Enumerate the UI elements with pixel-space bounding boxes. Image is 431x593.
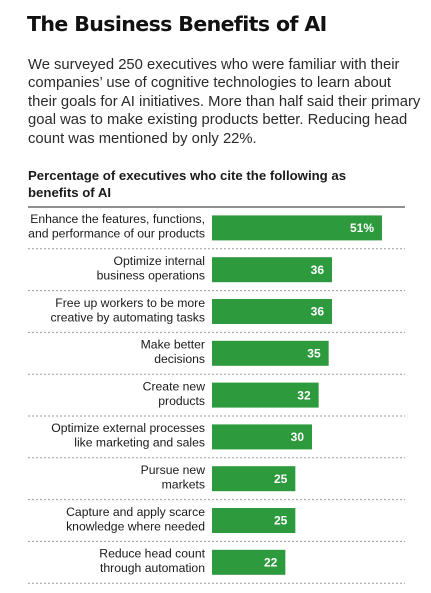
bar xyxy=(212,299,332,324)
value-label: 25 xyxy=(274,514,288,528)
chart-title: The Business Benefits of AI xyxy=(27,12,327,36)
value-label: 25 xyxy=(274,472,288,486)
category-label: and performance of our products xyxy=(28,227,205,241)
value-label: 22 xyxy=(264,556,278,570)
category-label: markets xyxy=(162,477,205,491)
category-label: products xyxy=(158,394,205,408)
value-label: 30 xyxy=(291,430,305,444)
category-label: Create new xyxy=(143,379,206,393)
bar xyxy=(212,549,286,575)
category-label: Optimize external processes xyxy=(51,421,205,435)
category-label: Make better xyxy=(141,338,205,352)
category-label: business operations xyxy=(97,268,205,282)
category-label: through automation xyxy=(100,561,205,575)
bar xyxy=(212,215,382,241)
category-label: creative by automating tasks xyxy=(51,310,205,324)
value-label: 32 xyxy=(297,388,311,402)
bar xyxy=(212,257,332,283)
intro-paragraph: We surveyed 250 executives who were fami… xyxy=(28,57,421,147)
bar xyxy=(212,466,296,492)
category-label: Capture and apply scarce xyxy=(66,505,205,519)
value-label: 36 xyxy=(311,305,325,319)
category-label: Optimize internal xyxy=(114,254,205,268)
value-label: 36 xyxy=(311,263,325,277)
category-label: Pursue new xyxy=(141,463,206,477)
bar xyxy=(212,340,329,366)
category-label: decisions xyxy=(154,352,205,366)
bar xyxy=(212,424,312,450)
bar xyxy=(212,382,319,408)
category-label: Free up workers to be more xyxy=(55,296,205,310)
chart-heading: Percentage of executives who cite the fo… xyxy=(28,168,347,200)
value-label: 35 xyxy=(307,347,321,361)
category-label: like marketing and sales xyxy=(74,436,205,450)
value-label: 51% xyxy=(350,221,374,235)
bar xyxy=(212,508,296,533)
category-label: knowledge where needed xyxy=(66,519,205,533)
category-label: Reduce head count xyxy=(99,547,205,561)
category-label: Enhance the features, functions, xyxy=(30,212,205,226)
